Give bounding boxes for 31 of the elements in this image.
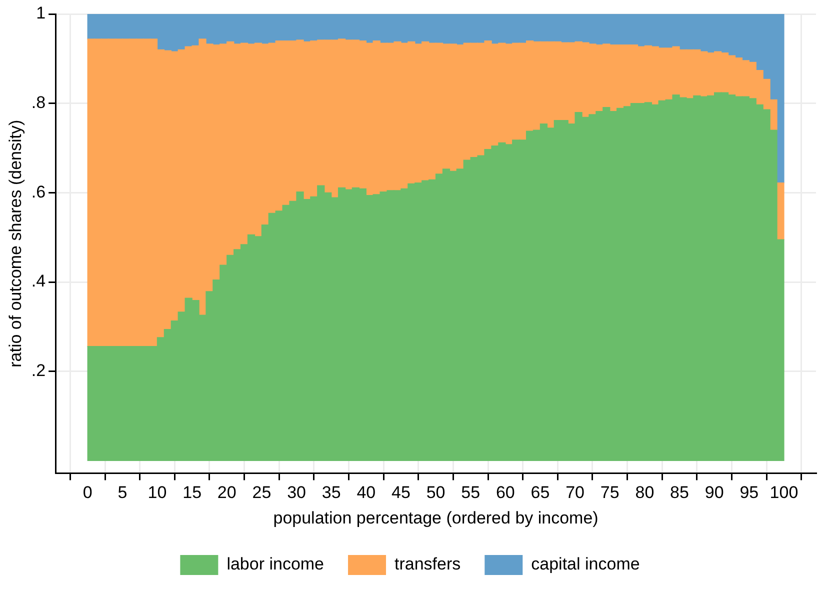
y-tick-label: .6: [31, 182, 46, 202]
x-tick-label: 15: [182, 483, 202, 502]
x-tick-label: 50: [426, 483, 446, 502]
legend-label: labor income: [226, 554, 324, 574]
x-tick-label: 70: [566, 483, 585, 502]
y-tick-label: 1: [36, 4, 46, 23]
x-tick-label: 20: [217, 483, 236, 502]
x-tick-label: 30: [287, 483, 306, 502]
x-tick-label: 5: [118, 483, 128, 502]
x-tick-label: 80: [635, 483, 654, 502]
y-tick-label: .2: [31, 361, 46, 380]
x-tick-label: 100: [770, 483, 798, 502]
x-tick-label: 55: [461, 483, 480, 502]
x-tick-label: 95: [740, 483, 759, 502]
x-tick-label: 65: [530, 483, 550, 502]
x-tick-label: 10: [148, 483, 167, 502]
legend-label: capital income: [531, 554, 640, 574]
y-tick-label: .4: [31, 272, 46, 291]
x-tick-label: 75: [600, 483, 620, 502]
x-tick-label: 40: [356, 483, 376, 502]
legend-label: transfers: [394, 554, 461, 574]
x-tick-label: 85: [670, 483, 689, 502]
y-axis-title: ratio of outcome shares (density): [6, 120, 25, 368]
x-tick-label: 25: [252, 483, 272, 502]
x-tick-label: 35: [322, 483, 341, 502]
x-tick-label: 0: [82, 483, 92, 502]
x-tick-label: 45: [392, 483, 410, 502]
x-axis-title: population percentage (ordered by income): [273, 508, 598, 528]
y-tick-label: .8: [31, 93, 46, 112]
x-tick-label: 60: [496, 483, 515, 502]
x-tick-label: 90: [704, 483, 724, 502]
